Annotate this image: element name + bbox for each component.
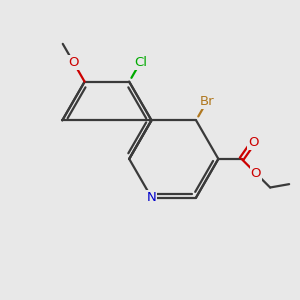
Text: O: O xyxy=(248,136,258,149)
Text: O: O xyxy=(250,167,261,180)
Text: Cl: Cl xyxy=(134,56,147,69)
Text: Br: Br xyxy=(200,94,214,107)
Text: N: N xyxy=(147,191,156,204)
Text: O: O xyxy=(68,56,79,69)
